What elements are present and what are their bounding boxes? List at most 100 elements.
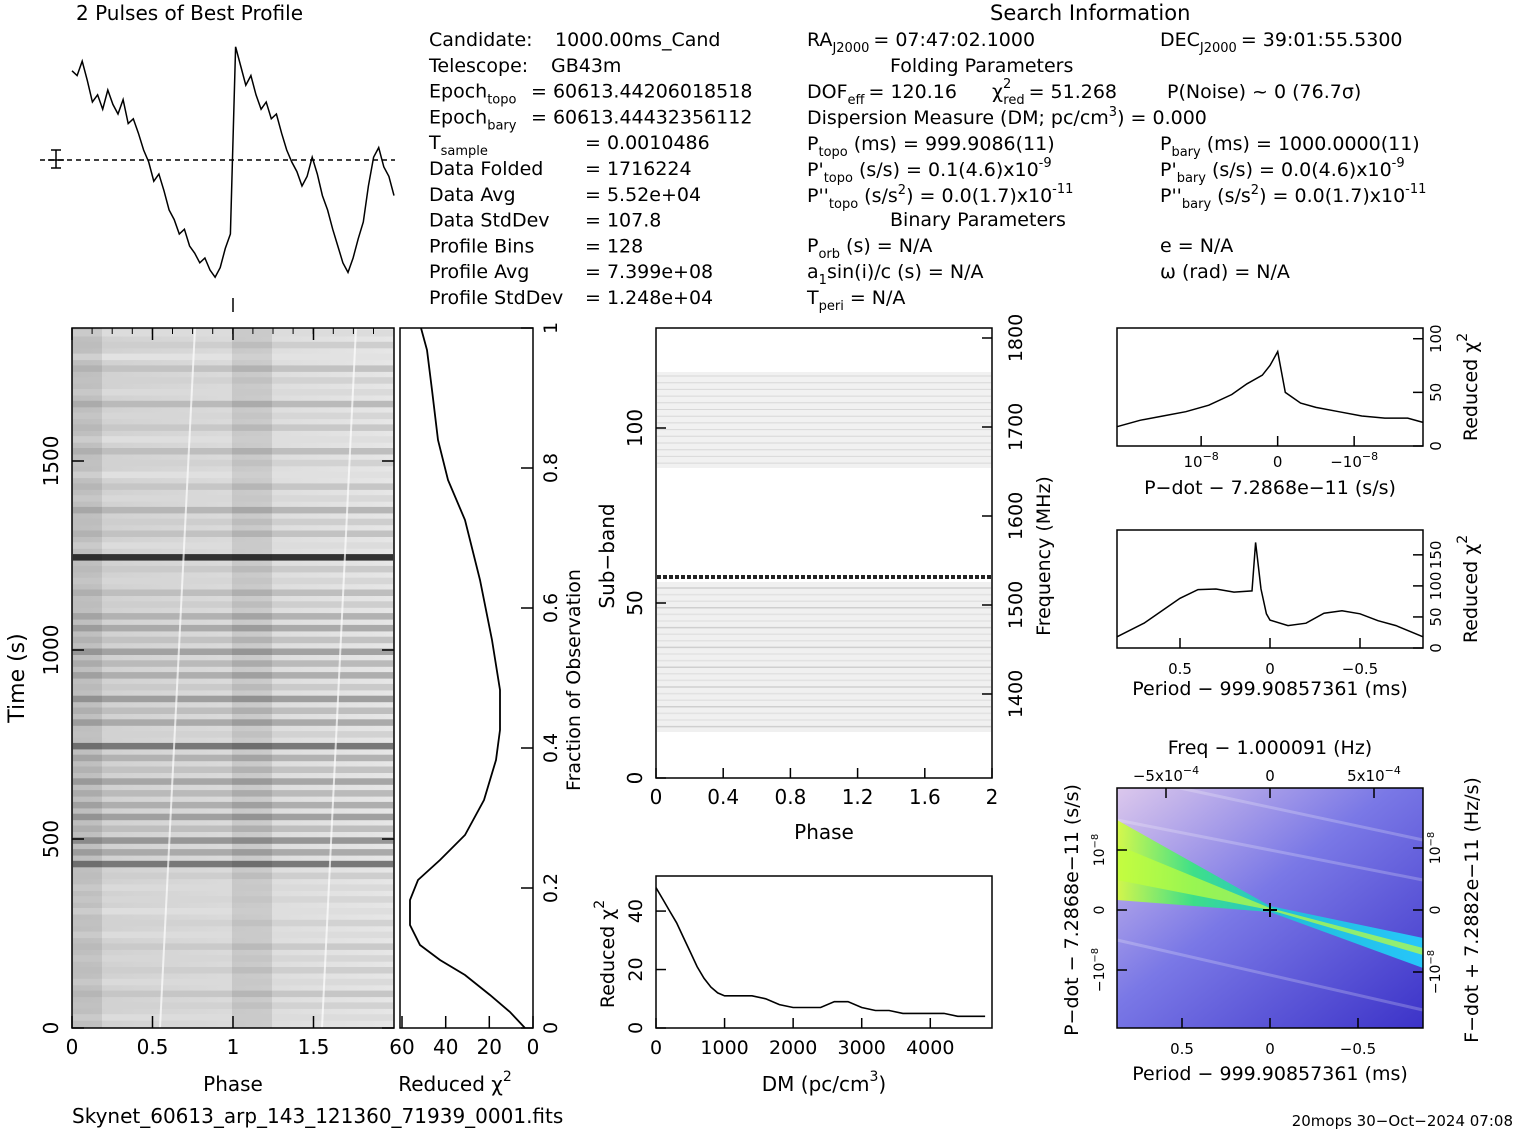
info-row-label: Telescope: — [428, 55, 528, 77]
period-panel: 0.5 0 −0.5 0 50 100 150 Period − 999.90857361 … — [1116, 529, 1482, 700]
pdot-panel: 10−8 0 −10−8 0 50 100 P−dot − 7.2868e−11 (s/s… — [1116, 324, 1482, 499]
pdot-x-tick-label: 0 — [1273, 453, 1283, 471]
dm-panel: 0 1000 2000 3000 4000 0 20 40 Reduced χ2 DM (pc… — [592, 875, 993, 1096]
info-row-value: 1000.00ms_Cand — [555, 29, 721, 51]
time-phase-ylabel: Time (s) — [5, 633, 30, 723]
time-phase-row — [73, 837, 393, 844]
time-phase-row — [73, 542, 393, 549]
search-info-title: Search Information — [990, 1, 1190, 25]
sb-y-tick-label: 0 — [623, 772, 647, 785]
binary-title: Binary Parameters — [890, 209, 1066, 231]
time-phase-row — [73, 589, 393, 596]
time-phase-row — [73, 495, 393, 502]
period-right-label: Reduced χ2 — [1455, 535, 1482, 643]
freq-tick-label: 1700 — [1005, 403, 1027, 451]
ptopo-line: Ptopo (ms) = 999.9086(11) — [807, 133, 1055, 160]
subband-axes: 0 0.4 0.8 1.2 1.6 2 0 50 100 1400 1500 1600 1700 1800 — [623, 314, 1027, 809]
fraction-tick-label: 0.2 — [540, 873, 562, 903]
info-row-label: Data StdDev — [429, 210, 550, 232]
fraction-tick-label: 1 — [540, 322, 562, 334]
info-row-value: = 0.0010486 — [585, 132, 710, 154]
time-phase-row — [73, 624, 393, 632]
period-y-tick-label: 100 — [1427, 572, 1445, 601]
time-phase-dark-columns — [72, 328, 272, 1028]
fraction-tick-label: 0 — [540, 1022, 562, 1034]
e-line: e = N/A — [1160, 235, 1233, 257]
dm-x-tick-label: 3000 — [838, 1037, 886, 1059]
time-phase-row — [73, 471, 393, 479]
time-phase-row — [73, 884, 393, 891]
time-phase-row — [73, 448, 393, 455]
time-phase-axes: 0 0.5 1 1.5 0 500 1000 1500 — [39, 328, 394, 1059]
tp-y-tick-label: 1500 — [39, 436, 63, 487]
dm-x-tick-label: 2000 — [769, 1037, 817, 1059]
time-phase-row — [73, 931, 393, 939]
tc-x-tick-label: 20 — [477, 1035, 502, 1059]
pdot-curve — [1116, 349, 1424, 428]
info-row-value: GB43m — [551, 55, 621, 77]
time-phase-row — [73, 565, 393, 573]
time-phase-row — [73, 896, 393, 903]
time-chi-xlabel: Reduced χ2 — [398, 1069, 512, 1096]
time-phase-row — [73, 483, 393, 490]
time-phase-row — [73, 530, 393, 537]
time-phase-row — [73, 955, 393, 962]
fraction-tick-label: 0.4 — [540, 733, 562, 763]
time-phase-row — [73, 707, 393, 714]
pp-axes: 0.5 0 −0.5 −5x10−4 0 5x10−4 10−8 0 −10−8 10−8 0 −10… — [1090, 764, 1444, 1058]
pp-left-label: P−dot − 7.2868e−11 (s/s) — [1061, 784, 1083, 1036]
time-phase-row — [73, 919, 393, 927]
time-phase-row — [73, 400, 393, 408]
time-phase-row — [73, 778, 393, 785]
tperi-line: Tperi = N/A — [806, 287, 905, 314]
time-phase-row — [73, 1002, 393, 1009]
tp-y-tick-label: 1000 — [39, 625, 63, 676]
time-phase-row — [73, 601, 393, 608]
search-info: Search Information Candidate: 1000.00ms_C… — [428, 1, 1426, 314]
period-y-tick-label: 50 — [1427, 607, 1445, 626]
time-phase-row — [73, 672, 393, 679]
pdot-y-tick-label: 0 — [1427, 441, 1445, 451]
omega-line: ω (rad) = N/A — [1160, 261, 1290, 283]
sb-y-tick-label: 100 — [623, 409, 647, 447]
sb-x-tick-label: 1.6 — [909, 785, 941, 809]
pp-xlabel: Period − 999.90857361 (ms) — [1132, 1063, 1408, 1085]
time-phase-row — [73, 636, 393, 644]
time-phase-row — [73, 424, 393, 431]
dof-line: DOFeff = 120.16 — [807, 81, 957, 108]
info-left-column: Candidate: 1000.00ms_Cand Telescope: GB43m E… — [428, 29, 752, 309]
period-y-tick-label: 0 — [1427, 643, 1445, 653]
frequency-label: Frequency (MHz) — [1033, 476, 1055, 636]
tp-y-tick-label: 0 — [39, 1022, 63, 1035]
freq-tick-label: 1600 — [1005, 492, 1027, 540]
tp-x-tick-label: 0 — [66, 1035, 79, 1059]
info-row-label: Tsample — [428, 132, 488, 159]
info-row-label: Profile Bins — [429, 235, 534, 257]
time-phase-row — [73, 872, 393, 880]
dm-y-tick-label: 40 — [625, 899, 647, 923]
fraction-tick-label: 0.8 — [540, 453, 562, 483]
profile-panel: 2 Pulses of Best Profile — [40, 1, 395, 312]
pdbary-line: P'bary (s/s) = 0.0(4.6)x10-9 — [1160, 156, 1405, 186]
dec-line: DECJ2000 = 39:01:55.5300 — [1160, 29, 1403, 56]
tp-x-tick-label: 1.5 — [298, 1035, 330, 1059]
pp-left-tick-label: 10−8 — [1090, 834, 1108, 867]
info-row-value: = 60613.44206018518 — [531, 81, 752, 103]
time-phase-xlabel: Phase — [203, 1072, 263, 1096]
pdot-right-label: Reduced χ2 — [1455, 333, 1482, 441]
time-phase-row — [73, 436, 393, 443]
pp-left-tick-label: −10−8 — [1090, 948, 1108, 992]
filename: Skynet_60613_arp_143_121360_71939_0001.f… — [72, 1104, 563, 1128]
dm-xlabel: DM (pc/cm3) — [762, 1069, 886, 1096]
timestamp: 20mops 30−Oct−2024 07:08 — [1292, 1112, 1513, 1130]
pp-x-tick-label: −0.5 — [1340, 1040, 1376, 1058]
time-phase-row — [73, 695, 393, 703]
time-phase-row — [73, 506, 393, 514]
tc-x-tick-label: 60 — [389, 1035, 414, 1059]
tp-x-tick-label: 1 — [227, 1035, 240, 1059]
period-x-tick-label: 0 — [1265, 660, 1275, 678]
pp-x-tick-label: 0 — [1265, 1040, 1275, 1058]
freq-tick-label: 1500 — [1005, 581, 1027, 629]
info-row-value: = 5.52e+04 — [585, 184, 701, 206]
